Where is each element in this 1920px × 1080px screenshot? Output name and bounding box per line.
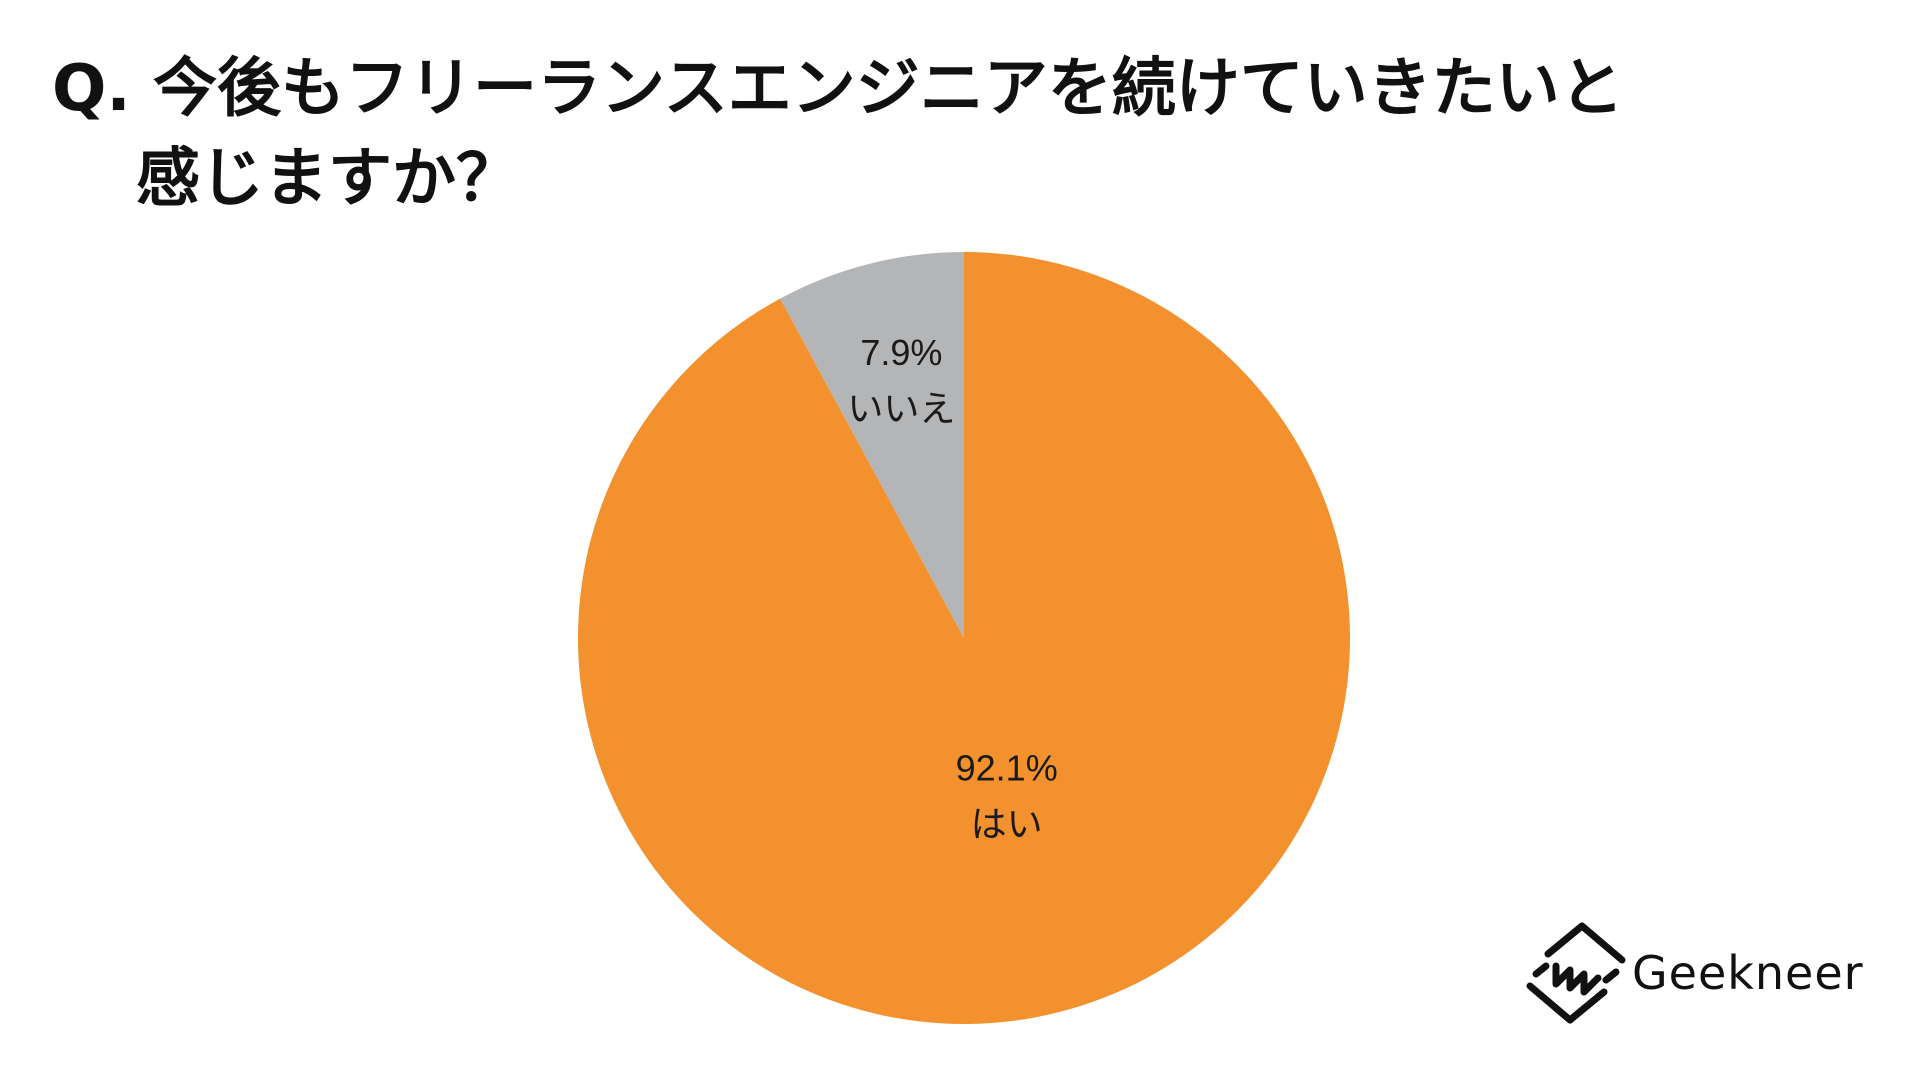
slice-value-label-1: 7.9% — [860, 332, 942, 373]
logo-text: Geekneer — [1632, 946, 1864, 1000]
slice-category-label-1: いいえ — [847, 388, 955, 429]
slice-category-label-0: はい — [971, 803, 1043, 844]
geekneer-logo: Geekneer — [1526, 918, 1886, 1028]
pie-labels: 92.1% はい 7.9% いいえ — [847, 332, 1057, 844]
slice-value-label-0: 92.1% — [956, 747, 1058, 788]
pie-slices — [578, 252, 1351, 1024]
title-line-2: 感じますか？ — [136, 142, 520, 216]
pie-slice-0 — [578, 252, 1351, 1024]
geekneer-logo-icon — [1526, 922, 1626, 1024]
chart-title: Q. 今後もフリーランスエンジニアを続けていきたいと 感じますか？ — [52, 44, 1852, 224]
pie-slice-1 — [780, 252, 964, 638]
title-line-1: Q. 今後もフリーランスエンジニアを続けていきたいと — [52, 52, 1624, 126]
